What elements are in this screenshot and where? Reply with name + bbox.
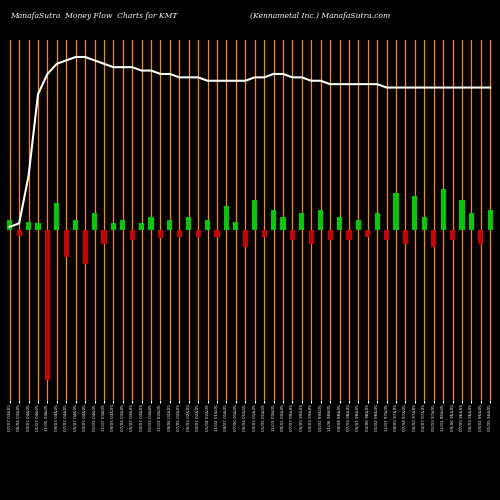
Bar <box>26 222 31 230</box>
Bar <box>356 220 361 230</box>
Bar <box>176 230 182 237</box>
Bar <box>186 216 192 230</box>
Bar <box>403 230 408 244</box>
Bar <box>64 230 69 258</box>
Bar <box>262 230 266 237</box>
Bar <box>280 216 285 230</box>
Text: (Kennametal Inc.) ManafaSutra.com: (Kennametal Inc.) ManafaSutra.com <box>250 12 390 20</box>
Bar <box>205 220 210 230</box>
Bar <box>7 220 12 230</box>
Bar <box>422 216 427 230</box>
Bar <box>111 224 116 230</box>
Bar <box>139 224 144 230</box>
Bar <box>431 230 436 247</box>
Bar <box>224 206 229 230</box>
Bar <box>214 230 220 237</box>
Bar <box>384 230 389 240</box>
Bar <box>130 230 135 240</box>
Bar <box>158 230 163 238</box>
Bar <box>299 213 304 230</box>
Bar <box>318 210 324 230</box>
Bar <box>92 213 97 230</box>
Bar <box>450 230 455 240</box>
Bar <box>120 220 126 230</box>
Bar <box>328 230 332 240</box>
Bar <box>469 213 474 230</box>
Bar <box>54 203 60 230</box>
Bar <box>271 210 276 230</box>
Bar <box>374 213 380 230</box>
Text: ManafaSutra  Money Flow  Charts for KMT: ManafaSutra Money Flow Charts for KMT <box>10 12 177 20</box>
Bar <box>488 210 493 230</box>
Bar <box>478 230 484 244</box>
Bar <box>82 230 87 264</box>
Bar <box>242 230 248 247</box>
Bar <box>168 220 172 230</box>
Bar <box>234 222 238 230</box>
Bar <box>308 230 314 244</box>
Bar <box>36 224 41 230</box>
Bar <box>290 230 295 240</box>
Bar <box>460 200 464 230</box>
Bar <box>365 230 370 237</box>
Bar <box>394 193 398 230</box>
Bar <box>196 230 201 237</box>
Bar <box>337 216 342 230</box>
Bar <box>346 230 352 240</box>
Bar <box>412 196 418 230</box>
Bar <box>148 216 154 230</box>
Bar <box>16 230 21 235</box>
Bar <box>440 190 446 230</box>
Bar <box>102 230 106 244</box>
Bar <box>73 220 78 230</box>
Bar <box>252 200 258 230</box>
Bar <box>45 230 50 380</box>
